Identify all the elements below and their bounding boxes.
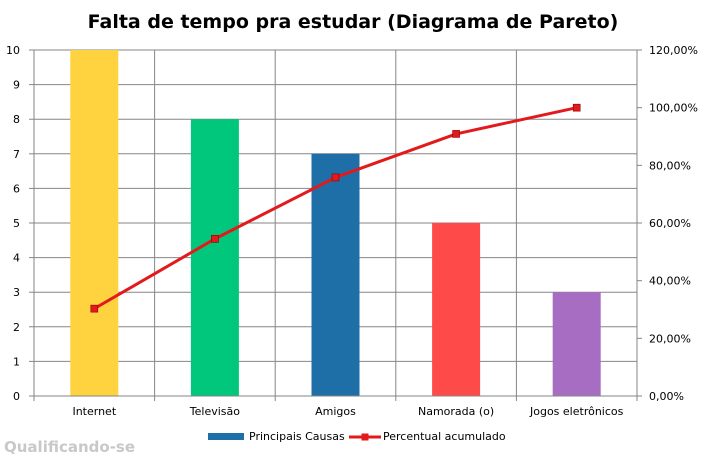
x-category-label: Namorada (o)	[418, 405, 494, 418]
axes-layer: 0123456789100,00%20,00%40,00%60,00%80,00…	[6, 44, 698, 418]
y-left-tick-label: 3	[13, 286, 20, 299]
cumulative-point	[331, 173, 340, 182]
y-left-tick-label: 6	[13, 182, 20, 195]
y-left-tick-label: 1	[13, 355, 20, 368]
y-left-tick-label: 5	[13, 217, 20, 230]
y-left-tick-label: 0	[13, 390, 20, 403]
bar-televis-o	[190, 119, 239, 396]
cumulative-point	[572, 103, 581, 112]
y-left-tick-label: 10	[6, 44, 20, 57]
y-right-tick-label: 20,00%	[649, 332, 691, 345]
y-left-tick-label: 9	[13, 79, 20, 92]
y-left-tick-label: 2	[13, 321, 20, 334]
bars-layer	[70, 50, 601, 396]
chart-title: Falta de tempo pra estudar (Diagrama de …	[88, 11, 619, 33]
y-right-tick-label: 80,00%	[649, 159, 691, 172]
y-right-tick-label: 40,00%	[649, 275, 691, 288]
x-category-label: Televisão	[189, 405, 240, 418]
bar-jogos-eletr-nicos	[552, 292, 601, 396]
bar-internet	[70, 50, 119, 396]
cumulative-point	[452, 130, 460, 138]
y-right-tick-label: 120,00%	[649, 44, 698, 57]
y-left-tick-label: 4	[13, 252, 20, 265]
y-right-tick-label: 100,00%	[649, 102, 698, 115]
legend-label-line: Percentual acumulado	[383, 430, 506, 443]
line-layer	[90, 103, 581, 313]
x-category-label: Jogos eletrônicos	[529, 405, 624, 418]
x-category-label: Internet	[72, 405, 116, 418]
legend: Principais Causas Percentual acumulado	[208, 430, 506, 443]
cumulative-point	[211, 235, 219, 243]
watermark-text: Qualificando-se	[4, 438, 135, 456]
y-left-tick-label: 8	[13, 113, 20, 126]
x-category-label: Amigos	[315, 405, 356, 418]
y-right-tick-label: 60,00%	[649, 217, 691, 230]
legend-swatch-marker	[361, 433, 369, 441]
y-left-tick-label: 7	[13, 148, 20, 161]
bar-namorada-o-	[432, 223, 481, 396]
legend-swatch-bar	[208, 433, 244, 440]
legend-label-bar: Principais Causas	[249, 430, 345, 443]
cumulative-point	[90, 304, 99, 313]
bar-amigos	[311, 153, 360, 396]
y-right-tick-label: 0,00%	[649, 390, 684, 403]
